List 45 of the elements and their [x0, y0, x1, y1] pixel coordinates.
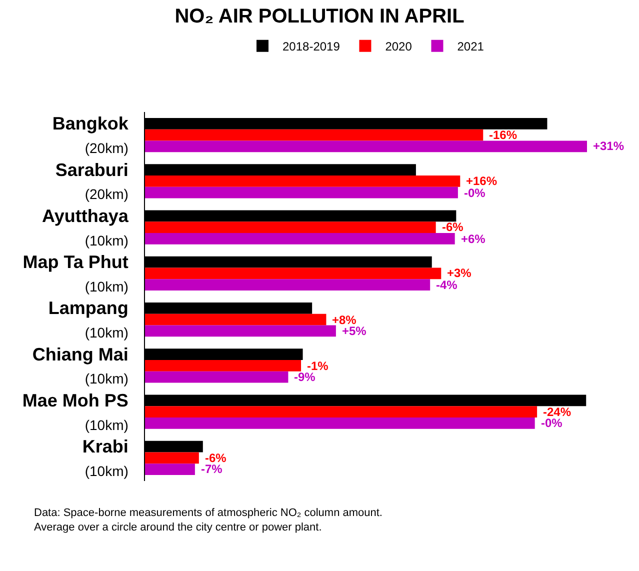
y-tick-label: Ayutthaya (10km)	[42, 206, 130, 248]
y-tick-label: Bangkok (20km)	[52, 114, 130, 156]
bar	[145, 279, 430, 290]
bar	[145, 222, 436, 233]
bar	[145, 452, 199, 464]
text: Data: Space-borne measurements of atmospheric NO₂ column amount. Average over a circle around the city centre or power plant.	[34, 507, 382, 534]
annotation: +3%	[447, 266, 472, 280]
y-tick-label: Lampang (10km)	[48, 298, 128, 341]
bar	[145, 314, 326, 326]
legend-label: 2021	[457, 40, 484, 54]
bar	[145, 406, 538, 418]
annotation: -7%	[201, 462, 223, 476]
annotation: -4%	[436, 278, 458, 292]
annotation: +16%	[466, 174, 498, 188]
annotation: -1%	[307, 359, 329, 373]
legend-label: 2018-2019	[282, 40, 340, 54]
annotation: -9%	[294, 370, 316, 384]
text: +31%	[593, 139, 624, 153]
bar	[145, 325, 336, 337]
annotation: +6%	[461, 232, 486, 246]
bar	[145, 464, 195, 475]
annotation: -0%	[541, 416, 563, 430]
bar	[145, 186, 458, 198]
annotation: +5%	[342, 324, 367, 338]
bar	[145, 418, 535, 429]
bar	[145, 268, 442, 280]
y-tick-label: Krabi (10km)	[82, 436, 128, 479]
y-tick-label: Mae Moh PS (10km)	[22, 390, 128, 433]
annotation: -24%	[543, 405, 572, 419]
chart-title: NO₂ AIR POLLUTION IN APRIL	[174, 6, 464, 28]
annotation: -16%	[489, 128, 518, 142]
y-tick-label: Chiang Mai (10km)	[32, 344, 128, 387]
annotation: +8%	[332, 313, 357, 327]
y-tick-label: Map Ta Phut (10km)	[22, 252, 128, 294]
bar	[145, 129, 484, 141]
bar	[145, 140, 587, 152]
legend-label: 2020	[385, 40, 412, 54]
annotation: -6%	[442, 220, 464, 234]
annotation: -6%	[205, 451, 227, 465]
y-tick-label: Saraburi (20km)	[55, 160, 128, 202]
bar	[145, 371, 288, 383]
annotation: -0%	[464, 186, 486, 200]
bar	[145, 176, 460, 187]
bar	[145, 360, 302, 372]
bar	[145, 233, 455, 244]
